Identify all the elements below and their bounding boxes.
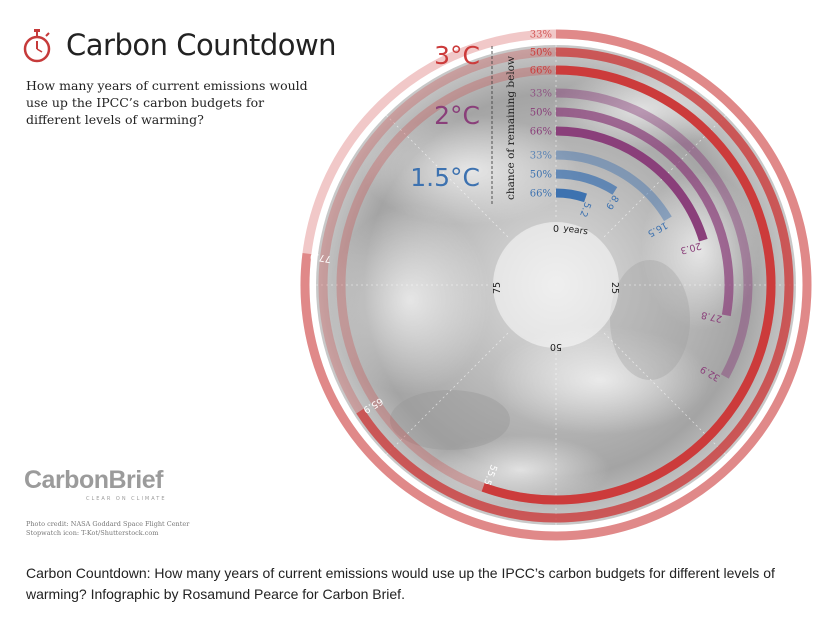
value-label: 20.3 — [679, 240, 702, 256]
chance-label: 66% — [530, 66, 552, 77]
bar-arc-2c-66 — [555, 126, 708, 242]
guide-line — [603, 332, 726, 455]
radial-chart: 5.2 8.916.520.327.832.955.565.977.0 02550… — [300, 29, 812, 541]
page-subtitle: How many years of current emissions woul… — [26, 78, 308, 127]
figure-caption: Carbon Countdown: How many years of curr… — [26, 565, 775, 602]
value-label: 27.8 — [700, 309, 723, 324]
legend: 66% 50% 33% 1.5°C 66% 50% 33% 2°C 66% 50% 33% 3°C ch… — [410, 30, 552, 205]
chance-label: 33% — [530, 151, 552, 162]
chance-label: 66% — [530, 189, 552, 200]
bar-arc-3c-66 — [481, 65, 776, 505]
bar-arc-3c-50 — [356, 47, 794, 523]
guide-line — [386, 332, 509, 455]
bar-arc-3c-33 — [300, 29, 812, 541]
year-tick: 0 — [553, 224, 559, 235]
logo-tagline: CLEAR ON CLIMATE — [86, 496, 167, 502]
value-label: 5.2 — [577, 200, 593, 218]
guide-line — [386, 115, 509, 238]
year-tick: 25 — [609, 282, 620, 294]
chance-label: 66% — [530, 127, 552, 138]
year-tick: 50 — [550, 341, 562, 352]
image-credits: Photo credit: NASA Goddard Space Flight … — [26, 520, 189, 538]
year-unit-label: years — [563, 224, 589, 237]
bar-rings: 5.2 8.916.520.327.832.955.565.977.0 — [300, 29, 812, 541]
bar-arc-2c-50 — [555, 107, 734, 317]
stopwatch-icon — [23, 29, 51, 63]
center-disc — [493, 222, 619, 348]
value-label: 77.0 — [309, 250, 332, 264]
page-title: Carbon Countdown — [66, 28, 337, 62]
icon-credit: Stopwatch icon: T-Kot/Shutterstock.com — [26, 529, 159, 537]
infographic: Carbon Countdown How many years of curre… — [23, 28, 812, 541]
chance-label: 33% — [530, 30, 552, 41]
bar-arc-1.5c-66 — [555, 188, 587, 203]
group-label: 2°C — [434, 101, 480, 130]
bar-arc-1.5c-50 — [555, 169, 618, 195]
chance-axis-label: chance of remaining below — [505, 56, 517, 200]
bar-arc-2c-33 — [555, 88, 753, 379]
chance-label: 50% — [530, 170, 552, 181]
year-tick: 75 — [492, 282, 503, 294]
year-axis: 0 25 50 75 years — [492, 224, 620, 352]
group-label: 3°C — [434, 41, 480, 70]
chance-label: 50% — [530, 48, 552, 59]
chance-label: 50% — [530, 108, 552, 119]
chance-label: 33% — [530, 89, 552, 100]
photo-credit: Photo credit: NASA Goddard Space Flight … — [26, 520, 190, 528]
carbonbrief-logo: CarbonBrief — [24, 466, 163, 494]
track-ring — [300, 29, 812, 541]
group-label: 1.5°C — [410, 163, 480, 192]
bar-arc-1.5c-33 — [555, 150, 672, 222]
